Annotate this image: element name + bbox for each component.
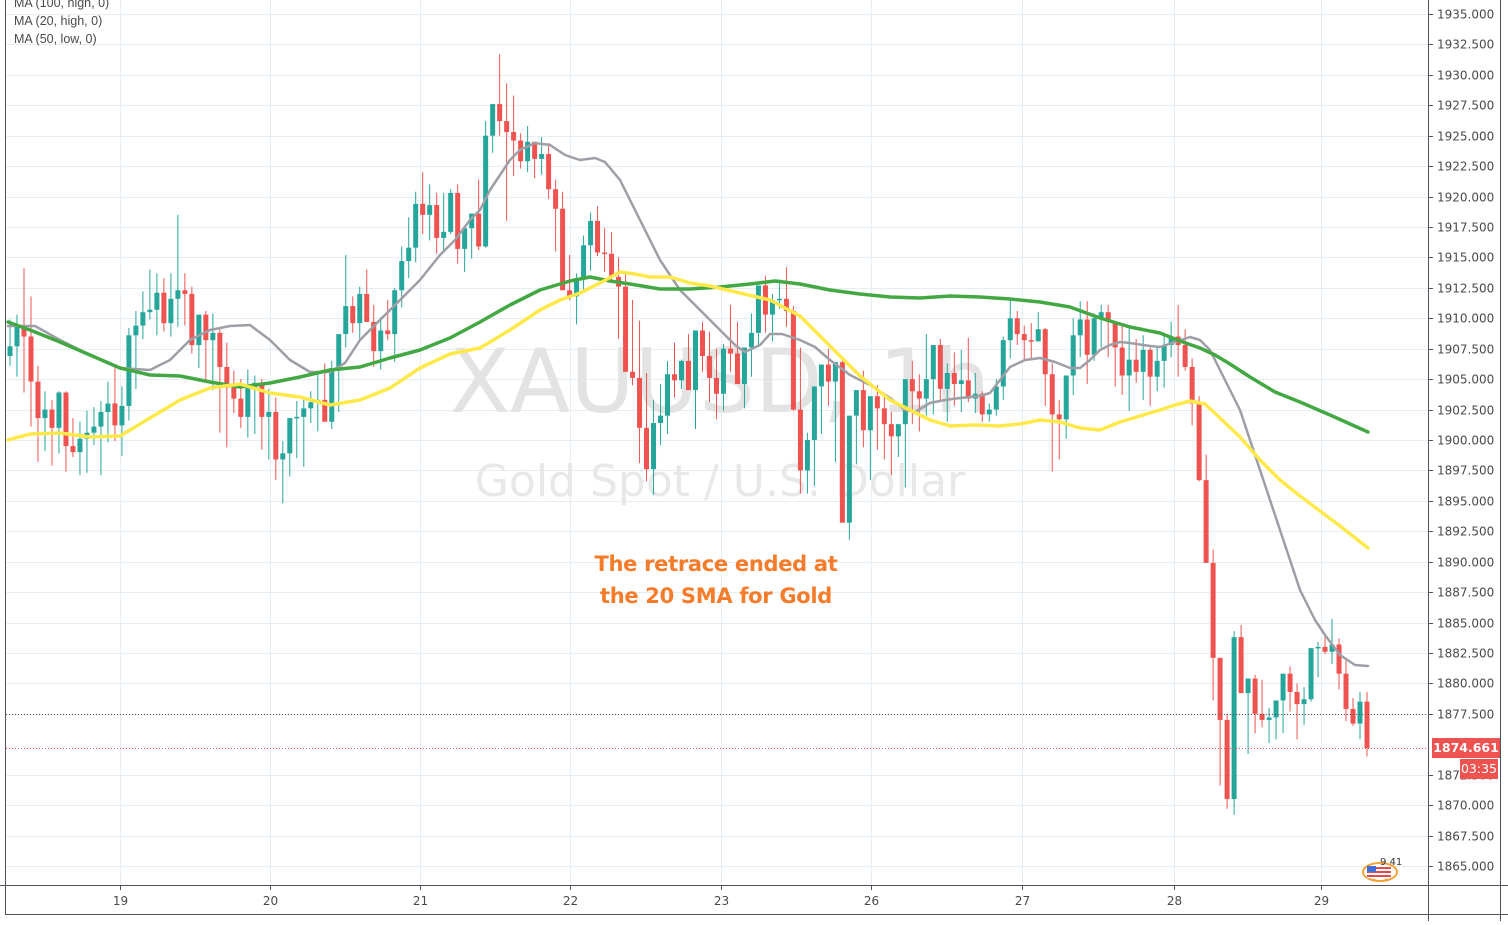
chart-watermark: XAUUSD, 1h Gold Spot / U.S. Dollar <box>450 330 991 507</box>
price-tick-label: 1880.000 <box>1437 677 1494 691</box>
price-tick-label: 1890.000 <box>1437 556 1494 570</box>
price-tick-label: 1900.000 <box>1437 434 1494 448</box>
time-tick-label: 22 <box>563 894 578 908</box>
annotation-line-1: The retrace ended at <box>594 552 838 576</box>
time-tick-label: 26 <box>864 894 879 908</box>
time-tick-label: 20 <box>263 894 278 908</box>
price-tick-label: 1920.000 <box>1437 191 1494 205</box>
price-tick-label: 1922.500 <box>1437 160 1494 174</box>
price-tick-label: 1932.500 <box>1437 38 1494 52</box>
event-badge-text: 9 41 <box>1380 857 1403 868</box>
current-price-label: 1874.661 <box>1432 738 1500 758</box>
price-tick-label: 1877.500 <box>1437 708 1494 722</box>
price-tick-label: 1902.500 <box>1437 404 1494 418</box>
price-tick-label: 1910.000 <box>1437 312 1494 326</box>
time-tick-label: 19 <box>113 894 128 908</box>
time-tick-label: 27 <box>1015 894 1030 908</box>
svg-text:Gold Spot / U.S. Dollar: Gold Spot / U.S. Dollar <box>475 456 966 507</box>
price-tick-label: 1867.500 <box>1437 830 1494 844</box>
price-tick-label: 1915.000 <box>1437 251 1494 265</box>
time-tick-label: 23 <box>714 894 729 908</box>
time-axis[interactable]: 19 20 21 22 23 26 27 28 29 <box>113 885 1329 908</box>
price-tick-label: 1925.000 <box>1437 130 1494 144</box>
svg-text:XAUUSD, 1h: XAUUSD, 1h <box>450 330 991 433</box>
chart-annotation[interactable]: The retrace ended at the 20 SMA for Gold <box>566 548 866 612</box>
price-lines <box>6 714 1428 749</box>
time-tick-label: 28 <box>1167 894 1182 908</box>
annotation-line-2: the 20 SMA for Gold <box>599 584 833 608</box>
price-tick-label: 1905.000 <box>1437 373 1494 387</box>
price-tick-label: 1930.000 <box>1437 69 1494 83</box>
us-flag-event-icon[interactable] <box>1361 857 1399 883</box>
time-tick-label: 29 <box>1314 894 1329 908</box>
time-tick-label: 21 <box>413 894 428 908</box>
price-tick-label: 1892.500 <box>1437 525 1494 539</box>
indicator-legend: MA (100, high, 0) MA (20, high, 0) MA (5… <box>14 0 109 48</box>
price-tick-label: 1897.500 <box>1437 464 1494 478</box>
legend-ma50[interactable]: MA (50, low, 0) <box>14 32 97 46</box>
price-tick-label: 1882.500 <box>1437 647 1494 661</box>
legend-ma20[interactable]: MA (20, high, 0) <box>14 14 103 28</box>
price-tick-label: 1927.500 <box>1437 99 1494 113</box>
legend-ma100[interactable]: MA (100, high, 0) <box>14 0 110 10</box>
price-tick-label: 1917.500 <box>1437 221 1494 235</box>
price-tick-label: 1912.500 <box>1437 282 1494 296</box>
price-tick-label: 1907.500 <box>1437 343 1494 357</box>
price-tick-label: 1870.000 <box>1437 799 1494 813</box>
price-axis[interactable]: 1935.000 1932.500 1930.000 1927.500 1925.000… <box>1428 8 1494 874</box>
price-tick-label: 1935.000 <box>1437 8 1494 22</box>
price-tick-label: 1885.000 <box>1437 617 1494 631</box>
price-tick-label: 1865.000 <box>1437 860 1494 874</box>
price-tick-label: 1895.000 <box>1437 495 1494 509</box>
bar-countdown-label: 03:35 <box>1460 759 1498 779</box>
price-tick-label: 1887.500 <box>1437 586 1494 600</box>
moving-average-lines <box>6 141 1370 668</box>
